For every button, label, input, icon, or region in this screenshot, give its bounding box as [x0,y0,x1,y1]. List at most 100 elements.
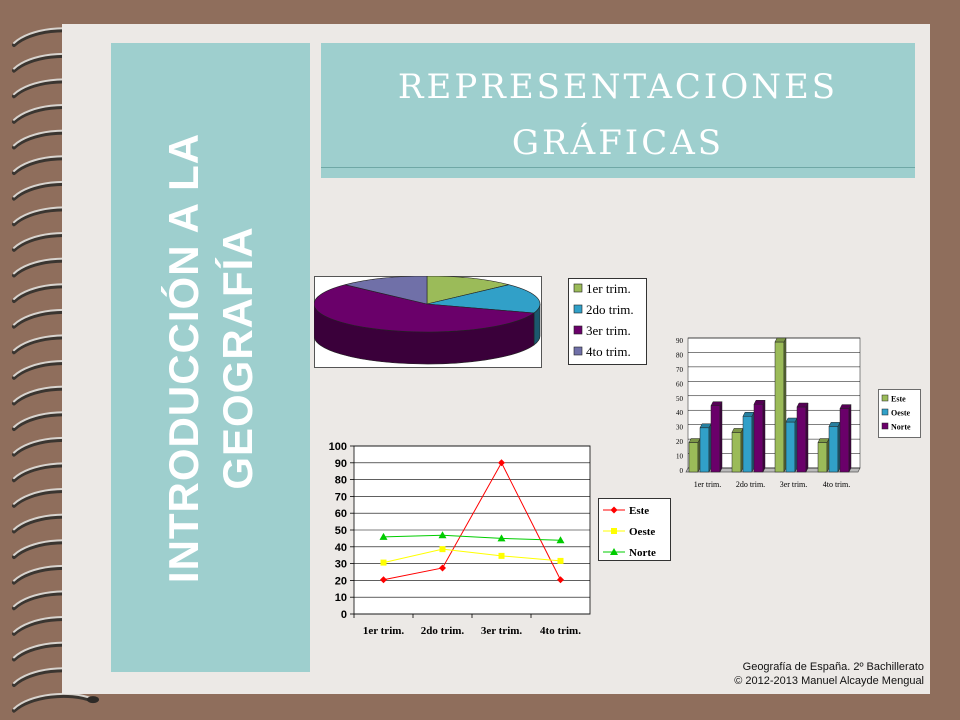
footer-copyright: © 2012-2013 Manuel Alcayde Mengual [734,675,924,687]
line-y-tick-label: 40 [335,542,347,554]
line-point-norte [379,532,388,540]
pie-legend-swatch [573,325,583,335]
sidebar-title-line2: GEOGRAFÍA [213,225,261,490]
bar-top [796,402,809,408]
bar-norte [839,408,850,473]
sidebar-title-line1: INTRODUCCIÓN A LA [159,132,207,583]
line-legend-marker [611,528,617,534]
pie-legend-label: 1er trim. [586,281,631,296]
pie-slice-2 [426,284,541,314]
bar-legend-swatch [881,422,889,430]
line-y-tick-label: 90 [335,458,347,470]
line-point-este [557,576,564,584]
line-y-tick-label: 100 [329,441,347,453]
bar-norte [796,406,807,473]
pie-chart: 1er trim. 2do trim. 3er trim. 4to trim. [314,276,647,368]
line-x-tick-label: 4to trim. [540,625,581,637]
line-y-tick-label: 50 [335,525,347,537]
bar-side [783,337,787,473]
spiral-ring-shadow [12,693,94,713]
bar-este [731,432,742,473]
bar-top [699,423,712,429]
bar-y-tick-label: 0 [680,467,684,475]
footer-course: Geografía de España. 2º Bachillerato [742,661,924,673]
line-point-norte [556,536,565,544]
bar-side [826,438,830,473]
line-point-oeste [380,559,387,566]
bar-top [774,337,787,343]
line-x-tick-label: 2do trim. [421,625,465,637]
footer: Geografía de España. 2º Bachillerato © 2… [734,660,924,688]
line-point-norte [438,531,447,539]
line-legend-label: Norte [629,547,656,559]
bar-legend-label: Oeste [891,409,911,418]
line-point-este [439,564,446,572]
line-legend-label: Oeste [629,526,655,538]
bar-chart: 0 10 20 30 40 50 60 70 80 90 1er trim. 2do trim. 3er… [676,337,921,489]
line-legend-marker [610,506,618,514]
pie-slice-4 [345,276,428,305]
bar-side [708,423,712,473]
header-panel: REPRESENTACIONES GRÁFICAS [321,43,915,178]
pie-slice-1 [426,276,509,305]
bar-x-tick-label: 1er trim. [694,480,722,489]
bar-y-tick-label: 40 [676,409,684,417]
bar-side [751,412,755,473]
line-series-norte [383,534,561,541]
bar-side [837,422,841,473]
bar-oeste [785,421,796,473]
bar-top [710,401,723,406]
bar-oeste [828,426,839,473]
bar-oeste [742,415,753,473]
bar-este [774,341,785,473]
pie-legend-label: 3er trim. [586,323,631,338]
bar-y-tick-label: 10 [676,453,684,461]
bar-side [848,404,852,473]
spiral-ring-hole [87,696,99,704]
line-point-este [380,576,387,584]
line-point-este [498,459,505,467]
line-point-norte [497,534,506,542]
line-point-oeste [439,546,446,553]
line-series-este [383,461,561,581]
bar-side [719,401,723,473]
bar-y-tick-label: 90 [676,337,684,345]
pie-legend-label: 4to trim. [586,344,631,359]
line-chart: 0 10 20 30 40 50 60 70 80 90 100 1er trim. 2do trim.… [329,441,671,637]
line-y-tick-label: 10 [335,592,347,604]
bar-y-tick-label: 20 [676,438,684,446]
bar-top [753,400,766,405]
line-legend-marker [610,548,618,555]
bar-legend-label: Este [891,395,906,404]
pie-legend-swatch [573,346,583,356]
bar-top [731,428,744,433]
bar-legend-swatch [881,394,889,402]
pie-legend [568,278,647,365]
line-y-tick-label: 60 [335,508,347,520]
bar-top [688,438,701,443]
bar-side [697,438,701,473]
bar-side [794,417,798,473]
spiral-ring [12,692,99,713]
slide-title-line1: REPRESENTACIONES [397,67,839,107]
bar-y-tick-label: 50 [676,395,684,403]
line-y-tick-label: 20 [335,575,347,587]
bar-top [828,422,841,427]
pie-legend-swatch [573,283,583,293]
pie-legend-swatch [573,304,583,314]
bar-side [740,428,744,473]
pie-legend-label: 2do trim. [586,302,634,317]
bar-norte [753,404,764,473]
sidebar-panel: INTRODUCCIÓN A LA GEOGRAFÍA [111,43,310,672]
bar-este [688,442,699,473]
line-series-oeste [383,548,561,564]
bar-top [742,411,755,417]
line-y-tick-label: 0 [341,609,347,621]
bar-x-tick-label: 4to trim. [823,480,851,489]
bar-norte [710,405,721,473]
line-legend-label: Este [629,505,649,517]
bar-legend-label: Norte [891,423,911,432]
slide-title-line2: GRÁFICAS [511,123,725,163]
sidebar-title: INTRODUCCIÓN A LA GEOGRAFÍA [157,58,265,658]
bar-y-tick-label: 70 [676,366,684,374]
